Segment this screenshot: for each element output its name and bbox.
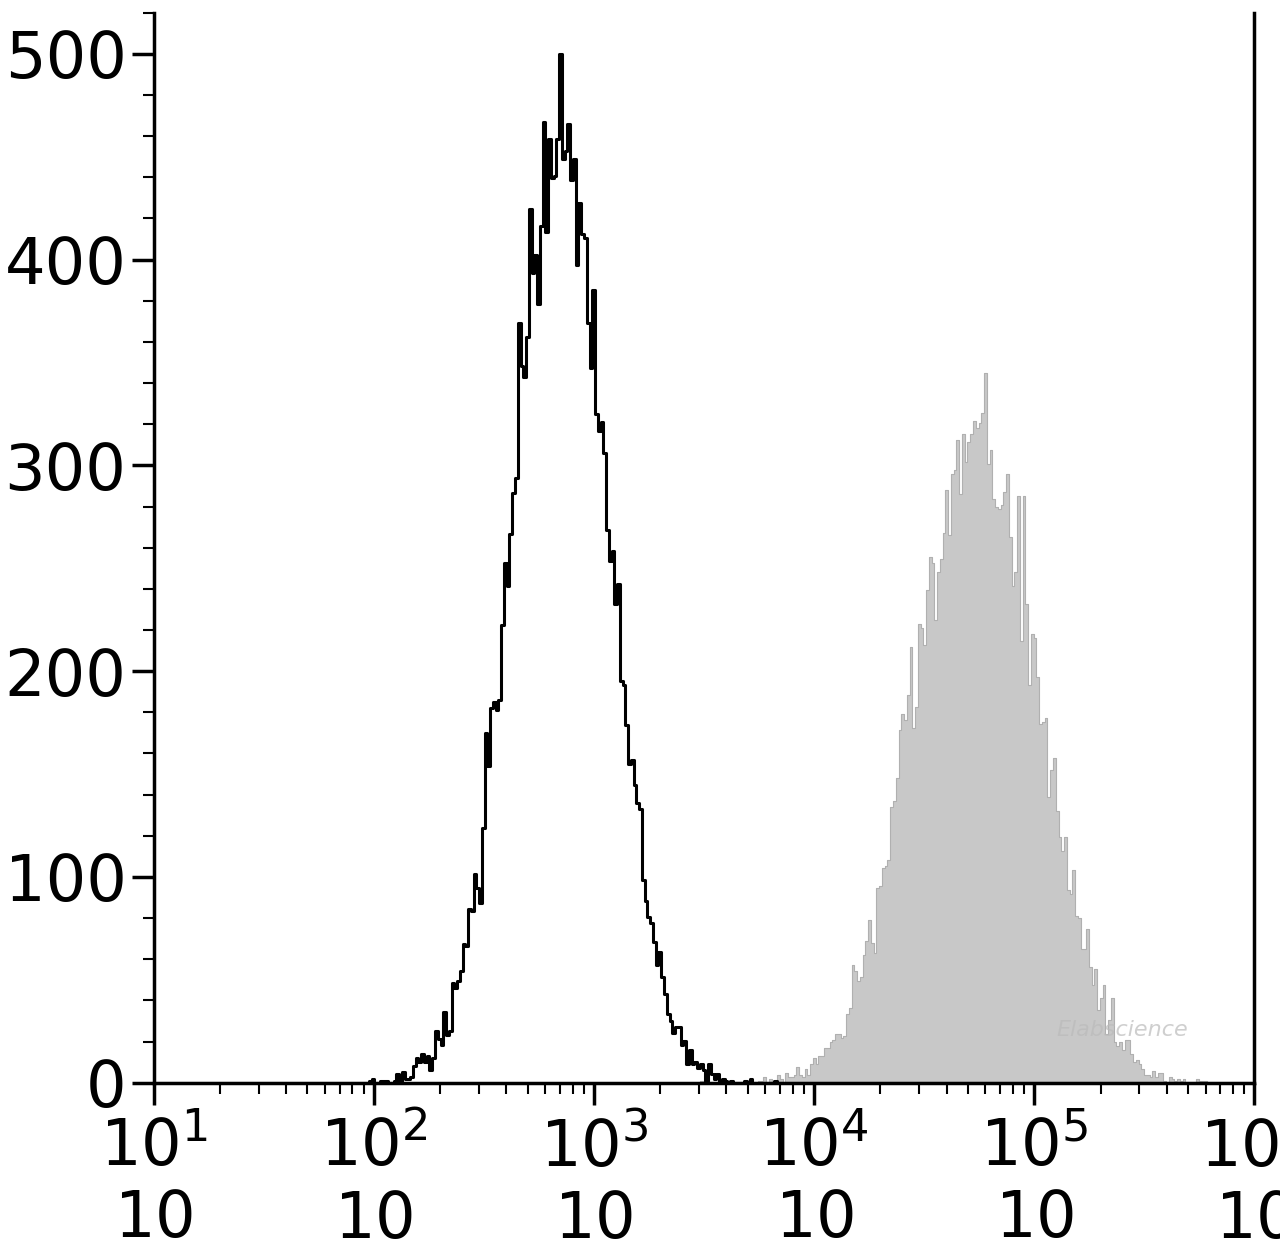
Text: Elabscience: Elabscience [1056, 1020, 1188, 1040]
